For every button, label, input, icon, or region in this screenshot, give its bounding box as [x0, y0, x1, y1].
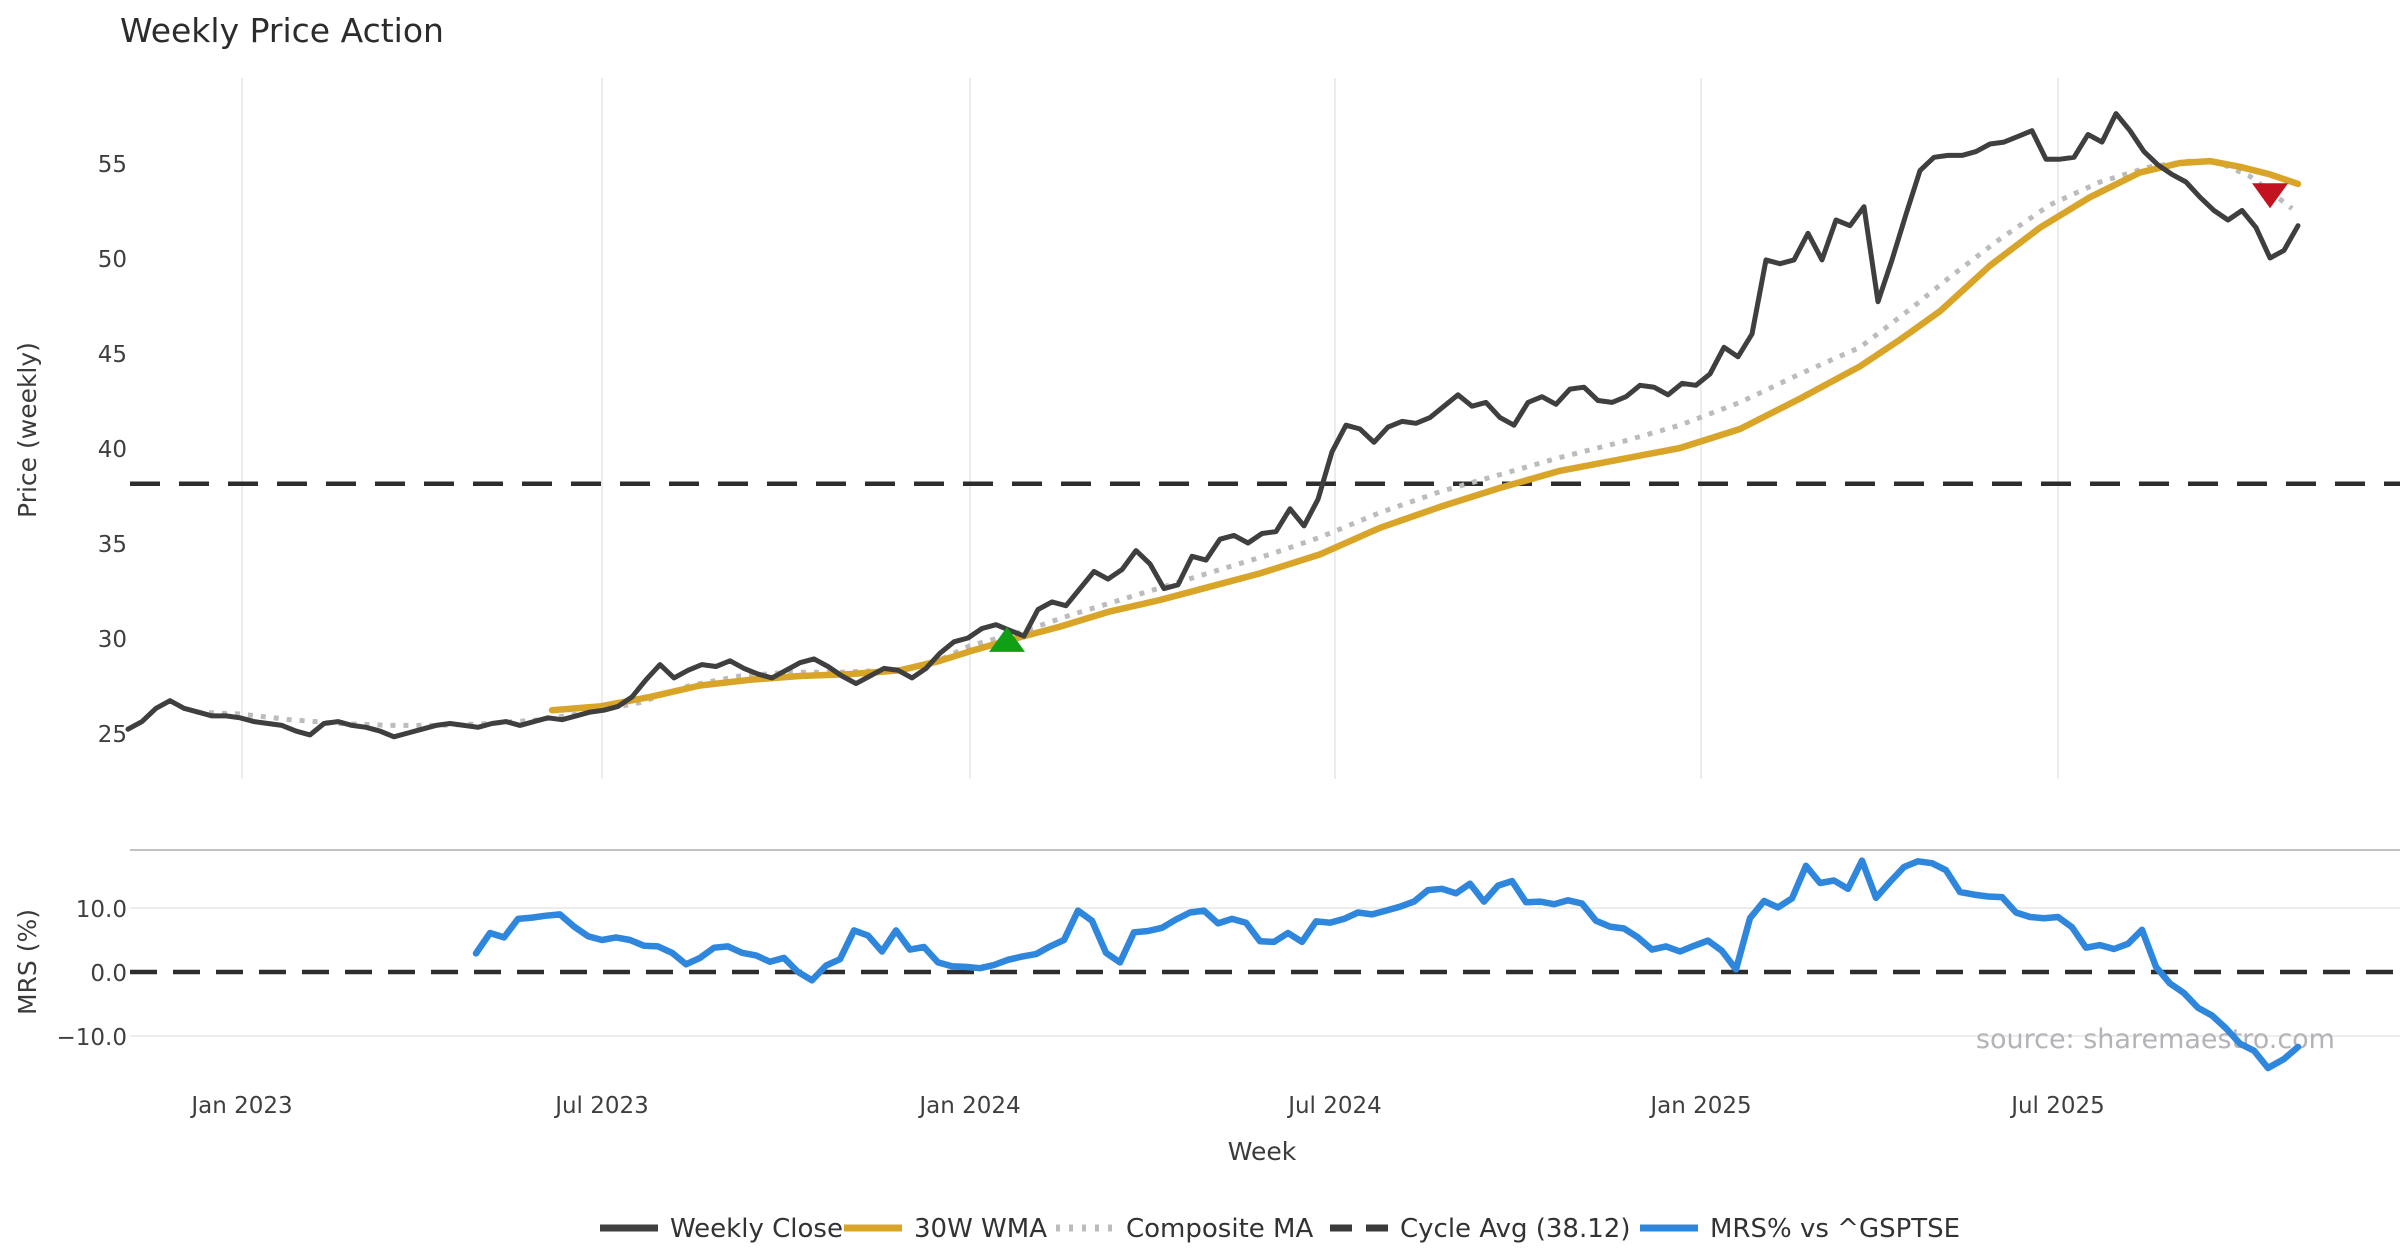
price-ytick: 45 [98, 342, 127, 368]
mrs-ytick: 0.0 [90, 961, 127, 987]
price-ytick: 35 [98, 532, 127, 558]
source-text: source: sharemaestro.com [1976, 1024, 2335, 1055]
price-ytick: 25 [98, 722, 127, 748]
chart-legend: Weekly Close 30W WMA Composite MA Cycle Avg… [600, 1214, 1960, 1244]
mrs-line [472, 857, 2302, 1072]
wma-line [548, 157, 2302, 714]
legend-label: Cycle Avg (38.12) [1400, 1214, 1630, 1244]
mrs-axis-label: MRS (%) [13, 909, 42, 1015]
x-axis-label: Week [1228, 1137, 1297, 1166]
xtick: Jul 2025 [2009, 1093, 2105, 1119]
price-ytick-labels: 55 50 45 40 35 30 25 [98, 152, 127, 748]
price-ytick: 30 [98, 627, 127, 653]
mrs-ytick: 10.0 [76, 897, 127, 923]
xtick-labels: Jan 2023 Jul 2023 Jan 2024 Jul 2024 Jan 2025… [189, 1093, 2104, 1119]
xtick: Jan 2025 [1648, 1093, 1751, 1119]
price-ytick: 40 [98, 437, 127, 463]
xtick: Jul 2023 [553, 1093, 649, 1119]
composite-ma-line [195, 158, 2294, 728]
legend-label: 30W WMA [914, 1214, 1047, 1244]
buy-marker [989, 626, 1025, 652]
legend-label: Composite MA [1126, 1214, 1313, 1244]
price-ytick: 55 [98, 152, 127, 178]
xtick: Jan 2024 [917, 1093, 1020, 1119]
price-ytick: 50 [98, 247, 127, 273]
mrs-ytick-labels: 10.0 0.0 −10.0 [57, 897, 127, 1051]
chart-title: Weekly Price Action [120, 11, 444, 50]
vertical-gridlines [241, 78, 2059, 779]
xtick: Jan 2023 [189, 1093, 292, 1119]
weekly-close-line [125, 111, 2301, 740]
xtick: Jul 2024 [1286, 1093, 1382, 1119]
sell-marker [2252, 183, 2288, 209]
mrs-ytick: −10.0 [57, 1025, 127, 1051]
price-axis-label: Price (weekly) [13, 342, 42, 518]
legend-label: Weekly Close [670, 1214, 843, 1244]
legend-label: MRS% vs ^GSPTSE [1710, 1214, 1960, 1244]
mrs-horizontal-gridlines [130, 907, 2400, 1037]
signal-markers [989, 183, 2288, 652]
